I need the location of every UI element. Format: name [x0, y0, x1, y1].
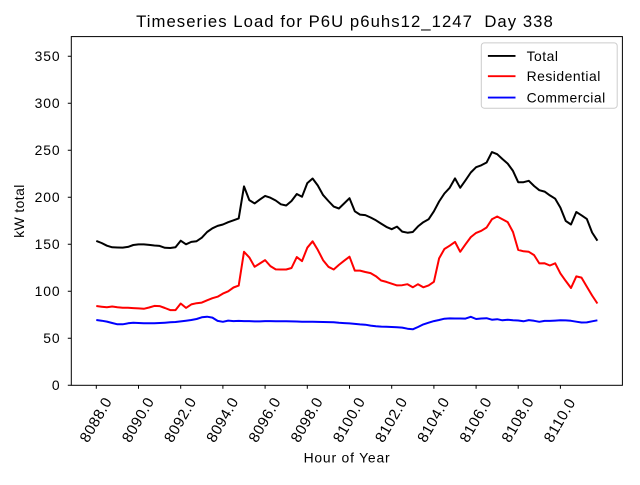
svg-text:50: 50	[43, 330, 60, 346]
svg-text:Total: Total	[527, 48, 559, 64]
svg-text:250: 250	[35, 142, 61, 158]
svg-text:0: 0	[52, 377, 61, 393]
svg-text:Timeseries Load for P6U p6uhs1: Timeseries Load for P6U p6uhs12_1247 Day…	[136, 12, 554, 31]
svg-text:Hour of Year: Hour of Year	[304, 450, 391, 466]
svg-text:350: 350	[35, 48, 61, 64]
svg-text:200: 200	[35, 189, 61, 205]
svg-text:Commercial: Commercial	[527, 90, 606, 106]
svg-text:150: 150	[35, 236, 61, 252]
svg-text:300: 300	[35, 95, 61, 111]
svg-text:100: 100	[35, 283, 61, 299]
svg-text:kW total: kW total	[11, 184, 27, 237]
svg-text:Residential: Residential	[527, 68, 601, 84]
